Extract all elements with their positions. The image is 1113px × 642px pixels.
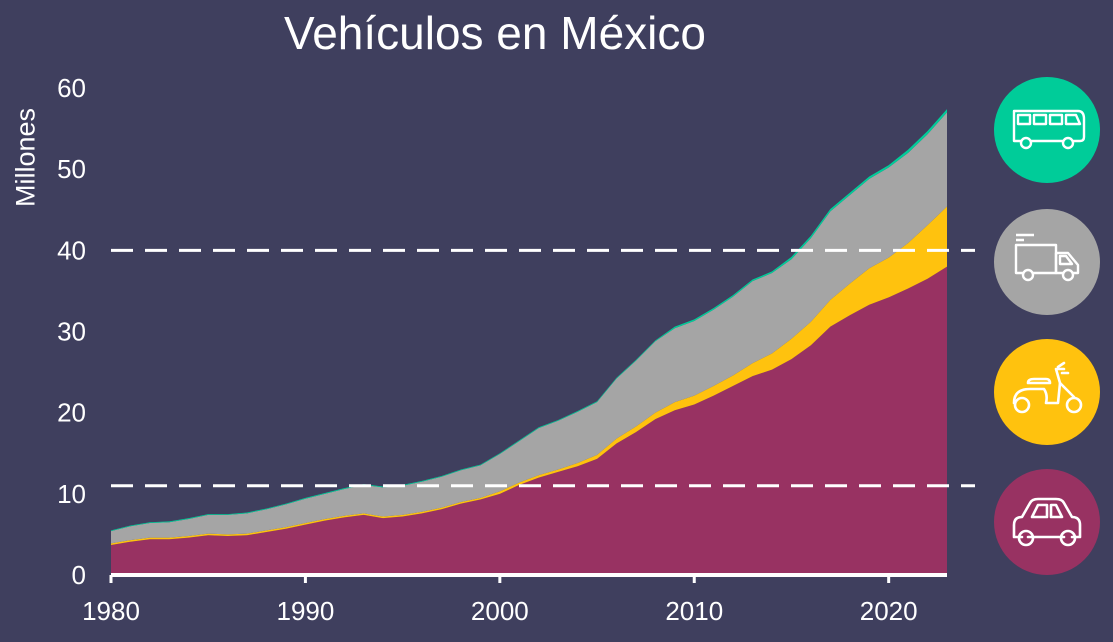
y-tick-label: 30 (57, 317, 86, 347)
truck-legend (994, 209, 1100, 315)
y-tick-label: 20 (57, 398, 86, 428)
reference-lines (111, 248, 975, 488)
x-tick-label: 1980 (82, 596, 140, 626)
x-tick-label: 2000 (471, 596, 529, 626)
axes: 1980 1990 2000 2010 2020 0 10 20 30 40 50 60 (57, 73, 947, 626)
y-tick-label: 60 (57, 73, 86, 103)
y-tick-label: 40 (57, 235, 86, 265)
car-area (111, 266, 947, 575)
bus-legend (994, 77, 1100, 183)
motorcycle-icon (1012, 361, 1083, 414)
bus-icon (1012, 109, 1086, 150)
y-tick-label: 50 (57, 154, 86, 184)
y-tick-label: 0 (72, 560, 86, 590)
car-legend (994, 469, 1100, 575)
x-tick-label: 2020 (860, 596, 918, 626)
chart-title: Vehículos en México (284, 7, 706, 59)
car-icon (1012, 497, 1082, 547)
x-tick-label: 1990 (276, 596, 334, 626)
x-tick-label: 2010 (665, 596, 723, 626)
truck-area (111, 112, 947, 544)
motorcycle-legend (994, 339, 1100, 445)
series-areas (111, 109, 947, 575)
y-tick-label: 10 (57, 479, 86, 509)
truck-icon (1014, 233, 1080, 282)
